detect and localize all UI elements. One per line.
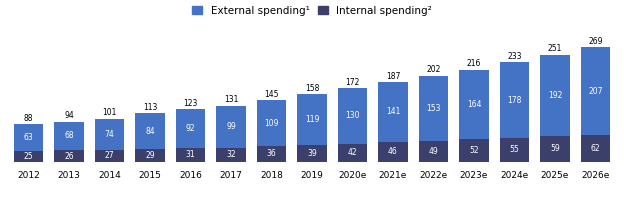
Bar — [338, 88, 367, 144]
Bar — [176, 148, 205, 162]
Bar — [135, 149, 165, 162]
Text: 39: 39 — [307, 149, 317, 158]
Text: 109: 109 — [264, 119, 279, 127]
Text: 68: 68 — [64, 131, 74, 140]
Bar — [540, 55, 570, 136]
Text: 251: 251 — [548, 44, 562, 53]
Text: 141: 141 — [386, 107, 400, 116]
Bar — [257, 100, 286, 146]
Text: 202: 202 — [426, 65, 441, 74]
Text: 216: 216 — [467, 59, 481, 68]
Text: 164: 164 — [467, 100, 481, 109]
Text: 153: 153 — [426, 104, 441, 113]
Text: 63: 63 — [24, 133, 34, 142]
Bar — [338, 144, 367, 162]
Bar — [54, 122, 84, 151]
Text: 25: 25 — [24, 152, 33, 161]
Bar — [378, 142, 407, 162]
Bar — [581, 135, 610, 162]
Text: 123: 123 — [183, 99, 198, 108]
Text: 99: 99 — [226, 122, 236, 131]
Bar — [581, 47, 610, 135]
Text: 269: 269 — [588, 37, 603, 46]
Text: 192: 192 — [548, 91, 562, 100]
Bar — [500, 62, 529, 138]
Text: 172: 172 — [345, 78, 359, 87]
Text: 92: 92 — [186, 124, 195, 133]
Text: 36: 36 — [266, 149, 276, 158]
Bar — [540, 136, 570, 162]
Text: 233: 233 — [507, 52, 522, 61]
Text: 113: 113 — [143, 103, 157, 112]
Bar — [54, 151, 84, 162]
Bar — [14, 151, 43, 162]
Text: 207: 207 — [588, 86, 603, 96]
Text: 74: 74 — [105, 130, 114, 139]
Bar — [500, 138, 529, 162]
Text: 101: 101 — [102, 108, 117, 117]
Bar — [176, 109, 205, 148]
Text: 46: 46 — [388, 147, 398, 156]
Text: 29: 29 — [145, 151, 155, 160]
Bar — [419, 141, 448, 162]
Bar — [419, 75, 448, 141]
Text: 31: 31 — [186, 151, 195, 159]
Text: 32: 32 — [226, 150, 236, 159]
Text: 130: 130 — [345, 112, 360, 121]
Text: 178: 178 — [507, 96, 522, 105]
Bar — [257, 146, 286, 162]
Text: 62: 62 — [591, 144, 600, 153]
Text: 59: 59 — [550, 144, 560, 153]
Text: 26: 26 — [64, 151, 74, 161]
Text: 42: 42 — [348, 148, 358, 157]
Bar — [298, 94, 326, 145]
Text: 88: 88 — [24, 114, 33, 123]
Bar — [95, 150, 124, 162]
Text: 119: 119 — [305, 115, 319, 124]
Bar — [95, 119, 124, 150]
Bar — [459, 139, 489, 162]
Text: 52: 52 — [469, 146, 479, 155]
Bar — [217, 106, 246, 148]
Bar — [298, 145, 326, 162]
Text: 158: 158 — [305, 84, 319, 93]
Text: 187: 187 — [386, 72, 400, 81]
Legend: External spending¹, Internal spending²: External spending¹, Internal spending² — [192, 6, 432, 16]
Text: 55: 55 — [510, 145, 519, 154]
Bar — [459, 70, 489, 139]
Bar — [14, 124, 43, 151]
Text: 145: 145 — [264, 89, 279, 98]
Text: 84: 84 — [145, 127, 155, 136]
Text: 49: 49 — [429, 147, 439, 156]
Text: 131: 131 — [224, 96, 238, 104]
Bar — [135, 113, 165, 149]
Text: 94: 94 — [64, 111, 74, 120]
Text: 27: 27 — [105, 151, 114, 160]
Bar — [217, 148, 246, 162]
Bar — [378, 82, 407, 142]
